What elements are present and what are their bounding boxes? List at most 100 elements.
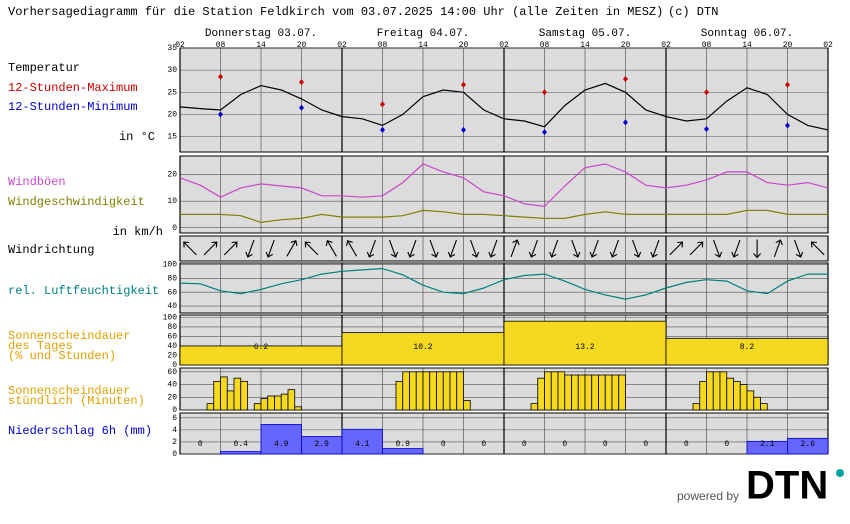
x-tick-label: 02 [823,41,833,50]
wind-arrow [325,239,337,257]
x-tick-label: 20 [783,41,793,50]
wind-arrow [713,239,723,258]
y-tick-label: 6 [172,414,177,423]
bar [618,374,626,411]
y-tick-label: 30 [167,66,177,75]
marker [623,119,628,126]
bar-label: 0 [522,440,527,449]
wind-arrow [407,239,417,258]
powered-by: powered by [677,489,739,503]
bar [692,403,701,411]
day-label: Sonntag 06.07. [701,28,793,40]
bar [267,395,275,411]
bar [706,371,714,411]
series-line [180,209,828,224]
wind-arrow [429,239,439,258]
bar [503,320,667,366]
bar [699,380,707,411]
bar [591,374,599,411]
wind-arrow [689,241,704,256]
bar [719,371,728,411]
wind-arrow [203,241,218,256]
wind-arrow [549,239,559,258]
bar [449,371,458,411]
x-tick-label: 20 [297,41,307,50]
bar [436,371,444,411]
bar [206,403,215,411]
bar [604,374,613,411]
y-tick-label: 80 [167,323,177,332]
bar [571,374,579,411]
bar [220,376,228,411]
bar-label: 2.1 [760,440,775,449]
bar [733,380,741,411]
wind-arrow [753,239,762,259]
bar-label: 0 [481,440,486,449]
bar [456,371,464,411]
bar-label: 0 [643,440,648,449]
x-tick-label: 14 [580,41,590,50]
marker [380,126,385,133]
y-tick-label: 20 [167,352,177,361]
panel-label: stündlich (Minuten) [8,394,145,408]
x-tick-label: 20 [621,41,631,50]
x-tick-label: 02 [661,41,671,50]
title: Vorhersagediagramm für die Station Feldk… [8,5,663,19]
panel-label: Niederschlag 6h (mm) [8,424,152,438]
y-tick-label: 2 [172,438,177,447]
bar-label: 0.4 [234,440,249,449]
y-tick-label: 40 [167,342,177,351]
bar-label: 4.1 [355,440,370,449]
legend-label: 12-Stunden-Maximum [8,81,138,95]
bar-label: 0 [684,440,689,449]
wind-arrow [265,239,275,258]
y-tick-label: 25 [167,88,177,97]
wind-arrow [488,239,498,258]
legend-label: rel. Luftfeuchtigkeit [8,284,159,298]
wind-arrow [245,239,255,258]
y-tick-label: 60 [167,288,177,297]
y-tick-label: 20 [167,393,177,402]
y-tick-label: 60 [167,368,177,377]
wind-arrow [366,239,376,258]
x-tick-label: 14 [418,41,428,50]
logo-dot [836,469,844,477]
bar [537,377,545,411]
bar [341,332,505,366]
bar [260,424,302,455]
marker [785,122,790,129]
legend-label: 12-Stunden-Minimum [8,100,138,114]
bar [226,390,235,411]
x-tick-label: 08 [378,41,388,50]
bar-label: 4.9 [274,440,289,449]
wind-arrow [286,239,298,257]
bar [213,380,221,411]
bar [712,371,721,411]
bar [726,377,734,411]
bar-label: 0.9 [396,440,411,449]
logo: DTN [746,464,828,508]
wind-arrow [183,241,197,256]
bar [233,377,242,411]
bar-label: 13.2 [575,343,594,352]
x-tick-label: 02 [337,41,347,50]
marker [299,104,304,111]
wind-arrow [650,239,660,258]
y-tick-label: 20 [167,110,177,119]
bar [550,371,559,411]
bar-label: 0 [441,440,446,449]
wind-arrow [389,239,399,258]
panel-label: Sonnenscheindauer [8,384,130,398]
wind-arrow [571,239,581,258]
x-tick-label: 14 [256,41,266,50]
bar [577,374,586,411]
bar-label: 0 [198,440,203,449]
bar [382,448,424,455]
bar-label: 0 [562,440,567,449]
bar [665,337,829,366]
marker [218,73,223,80]
wind-arrow [794,239,804,258]
wind-arrow [304,241,319,256]
x-tick-label: 08 [540,41,550,50]
bar [544,371,552,411]
